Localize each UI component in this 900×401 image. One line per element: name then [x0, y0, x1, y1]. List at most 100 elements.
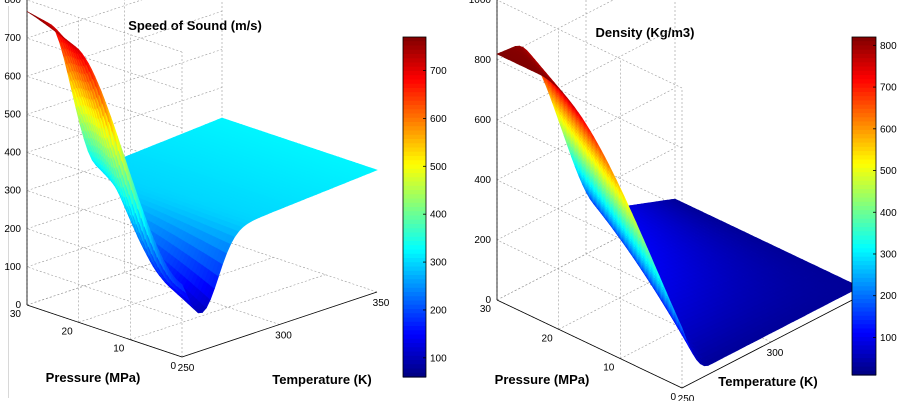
colorbar-step	[852, 83, 876, 89]
colorbar-tick-label: 100	[430, 353, 447, 364]
colorbar-step	[852, 70, 876, 76]
colorbar-step	[852, 235, 876, 241]
colorbar-tick-label: 200	[880, 291, 897, 302]
colorbar-step	[403, 58, 426, 64]
colorbar-step	[403, 139, 426, 144]
figure-left-border	[8, 6, 9, 398]
colorbar-step	[852, 311, 876, 317]
colorbar-frame	[851, 36, 877, 376]
colorbar-step	[852, 320, 876, 325]
colorbar-step	[852, 41, 876, 47]
colorbar-step	[403, 49, 426, 55]
colorbar-step	[403, 168, 426, 174]
colorbar-tick-label: 500	[430, 162, 447, 173]
colorbar-step	[403, 194, 426, 200]
colorbar-step	[852, 49, 876, 55]
z-tick-label: 700	[4, 33, 21, 44]
z-tick-label: 500	[4, 109, 21, 120]
colorbar-step	[403, 338, 426, 344]
colorbar-step	[403, 343, 426, 348]
colorbar-step	[403, 245, 426, 251]
x-tick-label: 250	[178, 363, 195, 374]
colorbar-step	[403, 113, 426, 119]
colorbar-step	[852, 167, 876, 173]
colorbar-step	[403, 75, 426, 81]
colorbar-step	[403, 360, 426, 365]
colorbar-step	[403, 351, 426, 357]
z-tick-label: 400	[4, 148, 21, 159]
colorbar-step	[852, 45, 876, 51]
colorbar-step	[403, 326, 426, 331]
colorbar-step	[403, 304, 426, 310]
speed-of-sound-chart: Speed of Sound (m/s) Temperature (K) Pre…	[4, 0, 447, 387]
x-axis-label: Temperature (K)	[718, 374, 817, 389]
z-tick-label: 0	[485, 295, 491, 306]
colorbar-step	[403, 96, 426, 102]
z-tick-label: 600	[4, 71, 21, 82]
colorbar-step	[852, 336, 876, 342]
colorbar-step	[852, 362, 876, 368]
colorbar-step	[403, 334, 426, 340]
y-tick-label: 30	[480, 304, 492, 315]
colorbar-step	[852, 328, 876, 334]
colorbar-step	[852, 121, 876, 127]
colorbar-step	[852, 353, 876, 359]
y-axis-label: Pressure (MPa)	[46, 370, 141, 385]
colorbar-step	[403, 181, 426, 187]
colorbar-step	[852, 269, 876, 275]
colorbar-tick-label: 300	[880, 249, 897, 260]
x-axis-label: Temperature (K)	[272, 372, 371, 387]
z-tick-label: 200	[474, 235, 491, 246]
colorbar-step	[403, 134, 426, 140]
colorbar-step	[852, 252, 876, 258]
colorbar-step	[852, 91, 876, 97]
colorbar-step	[403, 296, 426, 302]
colorbar-step	[403, 300, 426, 306]
colorbar-step	[852, 125, 876, 131]
colorbar-step	[852, 298, 876, 304]
colorbar-step	[403, 355, 426, 361]
colorbar-step	[403, 66, 426, 72]
colorbar-step	[852, 189, 876, 194]
colorbar-step	[852, 117, 876, 123]
colorbar-step	[403, 232, 426, 238]
colorbar-tick-label: 600	[880, 124, 897, 135]
density-figure: Density (Kg/m3) Temperature (K) Pressure…	[450, 0, 900, 401]
colorbar-step	[403, 109, 426, 115]
colorbar-step	[852, 58, 876, 63]
chart-title: Density (Kg/m3)	[596, 25, 695, 40]
colorbar-step	[852, 184, 876, 190]
colorbar-step	[403, 62, 426, 68]
z-tick-label: 600	[474, 115, 491, 126]
colorbar-step	[403, 130, 426, 136]
y-tick-label: 10	[603, 363, 615, 374]
colorbar-step	[852, 358, 876, 363]
colorbar-step	[403, 41, 426, 47]
colorbar-step	[403, 156, 426, 161]
y-tick-label: 20	[62, 326, 74, 337]
colorbar-step	[403, 147, 426, 153]
colorbar-step	[852, 210, 876, 216]
z-tick-label: 400	[474, 175, 491, 186]
colorbar-step	[403, 236, 426, 242]
colorbar-step	[403, 71, 426, 76]
colorbar-step	[403, 190, 426, 195]
colorbar-step	[403, 54, 426, 59]
z-tick-label: 300	[4, 186, 21, 197]
z-tick-label: 100	[4, 262, 21, 273]
surface	[26, 11, 378, 314]
colorbar-step	[852, 222, 876, 228]
colorbar-tick-label: 100	[880, 333, 897, 344]
colorbar-step	[403, 372, 426, 378]
surface-patch	[368, 168, 378, 172]
z-tick-label: 800	[4, 0, 21, 6]
colorbar-step	[852, 239, 876, 245]
colorbar-step	[852, 96, 876, 101]
colorbar-step	[852, 100, 876, 106]
colorbar-step	[852, 113, 876, 118]
colorbar-step	[403, 368, 426, 374]
colorbar-step	[852, 286, 876, 292]
colorbar-step	[852, 151, 876, 156]
colorbar-step	[852, 214, 876, 220]
